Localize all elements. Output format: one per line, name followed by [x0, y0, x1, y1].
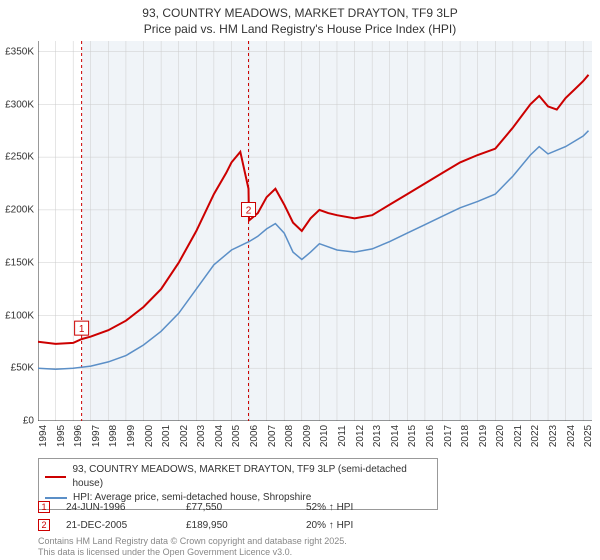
y-tick-label: £350K: [5, 46, 34, 57]
title-line-1: 93, COUNTRY MEADOWS, MARKET DRAYTON, TF9…: [0, 6, 600, 22]
legend-swatch: [45, 476, 66, 478]
x-tick-label: 2021: [513, 425, 524, 447]
title-line-2: Price paid vs. HM Land Registry's House …: [0, 22, 600, 38]
marker-row: 2 21-DEC-2005£189,95020% ↑ HPI: [38, 516, 426, 534]
x-tick-label: 2007: [267, 425, 278, 447]
x-tick-label: 1999: [126, 425, 137, 447]
marker-price: £77,550: [186, 502, 306, 513]
attribution-line-2: This data is licensed under the Open Gov…: [38, 547, 347, 558]
marker-price: £189,950: [186, 520, 306, 531]
y-tick-label: £250K: [5, 152, 34, 163]
chart-area: £0£50K£100K£150K£200K£250K£300K£350K 12: [38, 41, 592, 421]
x-tick-label: 2005: [231, 425, 242, 447]
x-tick-label: 2010: [319, 425, 330, 447]
x-tick-label: 2006: [249, 425, 260, 447]
x-tick-label: 2024: [566, 425, 577, 447]
x-tick-label: 2019: [478, 425, 489, 447]
markers-table: 1 24-JUN-1996£77,55052% ↑ HPI 2 21-DEC-2005…: [38, 498, 426, 534]
y-tick-label: £0: [23, 416, 34, 427]
x-tick-label: 2013: [372, 425, 383, 447]
x-tick-label: 2022: [530, 425, 541, 447]
x-tick-label: 2003: [196, 425, 207, 447]
x-tick-label: 2016: [425, 425, 436, 447]
x-tick-label: 2009: [302, 425, 313, 447]
attribution-line-1: Contains HM Land Registry data © Crown c…: [38, 536, 347, 547]
x-axis-labels: 1994 1995 1996 1997 1998 1999 2000 2001 2002 2003…: [38, 406, 592, 456]
marker-delta: 20% ↑ HPI: [306, 520, 426, 531]
x-tick-label: 2008: [284, 425, 295, 447]
marker-badge: 2: [38, 519, 50, 531]
x-tick-label: 2025: [583, 425, 594, 447]
x-tick-label: 2012: [355, 425, 366, 447]
x-tick-label: 2014: [390, 425, 401, 447]
x-tick-label: 2011: [337, 425, 348, 447]
legend-item-property: 93, COUNTRY MEADOWS, MARKET DRAYTON, TF9…: [45, 463, 431, 491]
marker-row: 1 24-JUN-1996£77,55052% ↑ HPI: [38, 498, 426, 516]
x-tick-label: 2000: [144, 425, 155, 447]
y-axis-labels: £0£50K£100K£150K£200K£250K£300K£350K: [0, 41, 36, 421]
marker-date: 24-JUN-1996: [66, 502, 186, 513]
legend-label: 93, COUNTRY MEADOWS, MARKET DRAYTON, TF9…: [72, 463, 431, 491]
x-tick-label: 1998: [108, 425, 119, 447]
y-tick-label: £100K: [5, 310, 34, 321]
x-tick-label: 2002: [179, 425, 190, 447]
svg-text:2: 2: [246, 206, 252, 217]
marker-date: 21-DEC-2005: [66, 520, 186, 531]
x-tick-label: 2023: [548, 425, 559, 447]
chart-container: 93, COUNTRY MEADOWS, MARKET DRAYTON, TF9…: [0, 0, 600, 560]
marker-badge: 1: [38, 501, 50, 513]
y-tick-label: £300K: [5, 99, 34, 110]
y-tick-label: £50K: [11, 363, 34, 374]
x-tick-label: 1996: [73, 425, 84, 447]
x-tick-label: 2017: [443, 425, 454, 447]
x-tick-label: 2015: [407, 425, 418, 447]
x-tick-label: 2018: [460, 425, 471, 447]
x-tick-label: 1994: [38, 425, 49, 447]
x-tick-label: 1997: [91, 425, 102, 447]
attribution: Contains HM Land Registry data © Crown c…: [38, 536, 347, 558]
chart-title: 93, COUNTRY MEADOWS, MARKET DRAYTON, TF9…: [0, 0, 600, 41]
x-tick-label: 2020: [495, 425, 506, 447]
x-tick-label: 2001: [161, 425, 172, 447]
x-tick-label: 2004: [214, 425, 225, 447]
y-tick-label: £200K: [5, 205, 34, 216]
svg-text:1: 1: [79, 324, 85, 335]
marker-delta: 52% ↑ HPI: [306, 502, 426, 513]
chart-plot: 12: [38, 41, 592, 421]
y-tick-label: £150K: [5, 257, 34, 268]
x-tick-label: 1995: [56, 425, 67, 447]
